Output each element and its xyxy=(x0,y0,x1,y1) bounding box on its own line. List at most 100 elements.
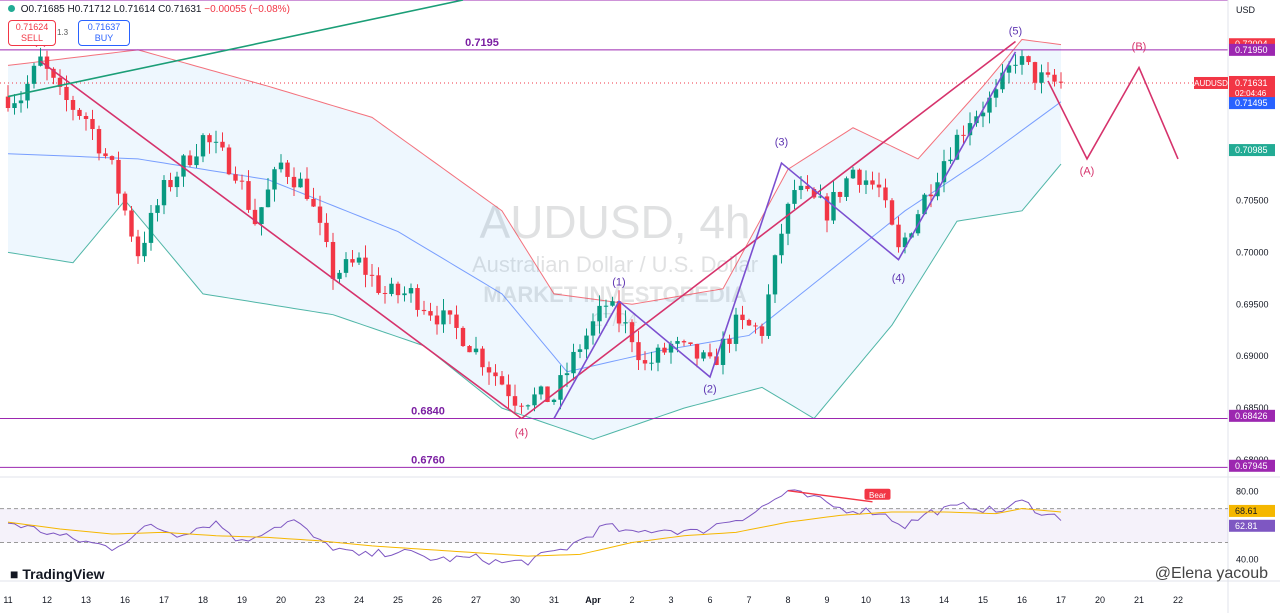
time-tick: 20 xyxy=(1095,595,1105,605)
candle-body xyxy=(226,147,232,175)
candle-body xyxy=(5,96,11,109)
candle-body xyxy=(545,386,550,403)
candle-body xyxy=(1000,72,1005,90)
time-tick: 11 xyxy=(3,595,12,605)
price-badge-text: 0.67945 xyxy=(1235,461,1268,471)
candle-body xyxy=(857,169,862,185)
price-badge xyxy=(1229,43,1275,56)
wave-label: (5) xyxy=(1009,25,1022,37)
wave-label: (4) xyxy=(515,427,528,439)
time-tick: 25 xyxy=(393,595,403,605)
wave-label: (2) xyxy=(703,384,716,396)
candle-body xyxy=(519,405,524,407)
price-tick: 0.70000 xyxy=(1236,247,1269,257)
candle-body xyxy=(896,224,901,248)
time-tick: 14 xyxy=(939,595,949,605)
candle-body xyxy=(720,338,726,365)
candle-body xyxy=(772,255,778,295)
candle-body xyxy=(584,335,589,350)
candle-body xyxy=(350,259,355,263)
price-badge-text: 0.71950 xyxy=(1235,45,1268,55)
time-tick: 10 xyxy=(861,595,871,605)
chart-subtitle: Australian Dollar / U.S. Dollar xyxy=(472,252,758,277)
price-tick: 0.69000 xyxy=(1236,351,1269,361)
candle-body xyxy=(714,356,719,365)
time-tick: 13 xyxy=(81,595,91,605)
candle-body xyxy=(571,351,576,374)
candle-body xyxy=(194,156,199,166)
candle-body xyxy=(844,178,849,197)
rsi-badge-text: 62.81 xyxy=(1235,521,1258,531)
candle-body xyxy=(441,310,446,325)
chart-title: AUDUSD, 4h xyxy=(480,196,751,248)
candle-body xyxy=(506,384,511,397)
candle-body xyxy=(818,196,823,198)
candle-body xyxy=(948,159,953,162)
buy-button[interactable]: 0.71637 BUY xyxy=(78,20,130,46)
wave-label: (4) xyxy=(892,272,905,284)
rsi-tick: 80.00 xyxy=(1236,487,1259,497)
candle-body xyxy=(486,367,492,373)
time-tick: 22 xyxy=(1173,595,1183,605)
candle-body xyxy=(850,169,856,179)
time-tick: 3 xyxy=(668,595,673,605)
candle-body xyxy=(200,135,206,157)
spread-value: 1.3 xyxy=(57,28,69,37)
pink-downtrend xyxy=(40,60,522,420)
candle-body xyxy=(525,405,531,407)
candle-body xyxy=(961,134,966,136)
price-badge-text: 0.71631 xyxy=(1235,78,1268,88)
tradingview-logo[interactable]: ■ TradingView xyxy=(10,566,105,582)
tradingview-logo-icon: ■ xyxy=(10,566,19,582)
candle-body xyxy=(421,309,427,312)
purple-wave xyxy=(553,51,1017,419)
sell-label: SELL xyxy=(20,33,44,43)
price-badge xyxy=(1229,409,1275,422)
countdown-text: 02:04:46 xyxy=(1235,89,1267,98)
candle-body xyxy=(987,97,992,113)
candle-body xyxy=(44,56,50,69)
candle-body xyxy=(467,346,472,353)
candle-body xyxy=(70,100,76,110)
candle-body xyxy=(220,141,225,148)
candle-body xyxy=(181,155,186,177)
rsi-tick: 40.00 xyxy=(1236,555,1259,565)
candle-body xyxy=(337,272,342,279)
candle-body xyxy=(1019,56,1025,65)
candle-body xyxy=(161,180,167,206)
wave-label: (B) xyxy=(1132,41,1147,53)
level-label: 0.6840 xyxy=(411,406,445,418)
candle-body xyxy=(460,327,466,347)
wave-label: (3) xyxy=(775,136,788,148)
time-tick: 16 xyxy=(1017,595,1027,605)
candle-body xyxy=(142,242,147,257)
candle-body xyxy=(272,169,277,190)
candle-body xyxy=(577,349,583,352)
tradingview-logo-text: TradingView xyxy=(22,566,105,582)
candle-body xyxy=(1026,56,1031,63)
price-badge-text: 0.68426 xyxy=(1235,411,1268,421)
candle-body xyxy=(1052,74,1057,82)
candle-body xyxy=(707,352,713,357)
time-tick: 12 xyxy=(42,595,52,605)
currency-label[interactable]: USD xyxy=(1236,5,1256,15)
candle-body xyxy=(922,194,927,215)
price-change: −0.00055 (−0.08%) xyxy=(204,4,290,15)
candle-body xyxy=(811,189,817,198)
candle-body xyxy=(480,348,485,368)
level-label: 0.6760 xyxy=(411,454,445,466)
candle-body xyxy=(1039,72,1044,83)
candle-body xyxy=(993,89,999,98)
sell-button[interactable]: 0.71624 SELL xyxy=(8,20,56,46)
candle-body xyxy=(681,341,687,343)
candle-body xyxy=(870,180,875,185)
candle-body xyxy=(538,386,544,395)
candle-body xyxy=(252,209,258,225)
pink-uptrend xyxy=(521,40,1016,420)
candle-body xyxy=(636,342,641,361)
candle-body xyxy=(649,362,654,364)
market-status-icon xyxy=(8,5,15,12)
time-tick: Apr xyxy=(585,595,601,605)
candle-body xyxy=(382,292,388,294)
